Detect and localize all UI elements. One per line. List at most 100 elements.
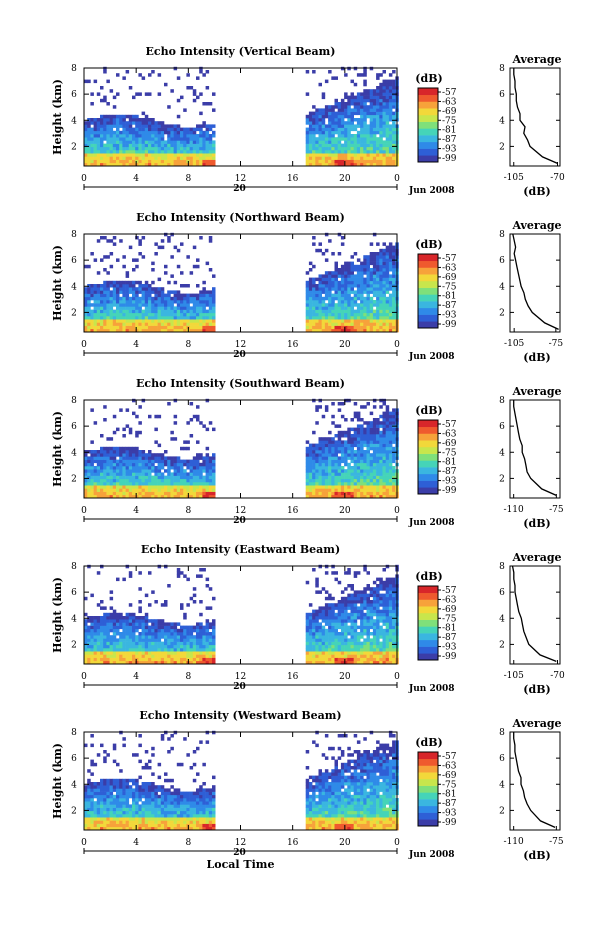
- heatmap-cell: [199, 153, 203, 157]
- y-tick-label: 8: [71, 396, 77, 406]
- heatmap-cell: [125, 660, 130, 665]
- heatmap-cell: [385, 456, 390, 460]
- heatmap-cell: [151, 306, 155, 310]
- heatmap-cell: [331, 134, 335, 138]
- heatmap-cell: [151, 459, 155, 464]
- heatmap-cell: [324, 453, 329, 457]
- heatmap-cell: [205, 478, 210, 483]
- heatmap-cell: [308, 316, 313, 320]
- heatmap-cell: [212, 140, 216, 144]
- heatmap-cell: [128, 284, 133, 288]
- heatmap-cell: [392, 140, 396, 144]
- heatmap-cell: [93, 619, 98, 623]
- heatmap-cell: [87, 130, 91, 135]
- heatmap-cell: [176, 641, 181, 646]
- heatmap-cell: [212, 124, 216, 128]
- heatmap-cell: [321, 137, 326, 141]
- heatmap-cell: [379, 316, 383, 320]
- heatmap-cell: [356, 95, 361, 100]
- heatmap-cell: [385, 418, 390, 422]
- heatmap-cell: [183, 284, 187, 288]
- heatmap-cell: [208, 456, 213, 460]
- heatmap-cell: [205, 86, 210, 90]
- heatmap-cell: [157, 293, 162, 298]
- heatmap-cell: [212, 619, 216, 623]
- heatmap-cell: [148, 73, 152, 77]
- heatmap-cell: [154, 309, 158, 314]
- heatmap-cell: [328, 593, 332, 598]
- heatmap-cell: [347, 162, 351, 167]
- heatmap-cell: [87, 625, 91, 630]
- heatmap-cell: [337, 325, 342, 330]
- heatmap-cell: [360, 290, 364, 294]
- heatmap-cell: [318, 405, 322, 409]
- heatmap-cell: [344, 475, 348, 480]
- heatmap-cell: [125, 293, 130, 298]
- heatmap-cell: [347, 287, 351, 291]
- heatmap-cell: [385, 485, 390, 489]
- heatmap-cell: [363, 271, 367, 275]
- heatmap-cell: [109, 494, 114, 499]
- heatmap-cell: [308, 443, 313, 448]
- heatmap-cell: [87, 300, 91, 304]
- heatmap-cell: [356, 130, 361, 135]
- heatmap-cell: [183, 325, 187, 330]
- heatmap-cell: [388, 328, 393, 333]
- heatmap-cell: [93, 638, 98, 642]
- heatmap-cell: [328, 443, 332, 448]
- heatmap-cell: [157, 472, 162, 476]
- heatmap-cell: [160, 316, 165, 320]
- heatmap-cell: [344, 303, 348, 307]
- heatmap-cell: [128, 482, 133, 486]
- heatmap-cell: [360, 105, 364, 109]
- heatmap-cell: [116, 472, 120, 476]
- heatmap-cell: [90, 290, 94, 294]
- heatmap-cell: [334, 98, 338, 103]
- heatmap-cell: [369, 478, 374, 483]
- heatmap-cell: [103, 475, 107, 480]
- heatmap-cell: [148, 475, 152, 480]
- heatmap-cell: [321, 644, 326, 649]
- heatmap-cell: [385, 118, 390, 122]
- heatmap-cell: [385, 453, 390, 457]
- heatmap-cell: [379, 485, 383, 489]
- heatmap-cell: [103, 159, 107, 164]
- heatmap-cell: [305, 654, 310, 658]
- heatmap-cell: [160, 644, 165, 649]
- heatmap-cell: [100, 137, 104, 141]
- heatmap-cell: [202, 462, 206, 467]
- heatmap-cell: [372, 153, 377, 157]
- heatmap-cell: [154, 632, 158, 636]
- heatmap-cell: [138, 280, 142, 285]
- heatmap-cell: [369, 316, 374, 320]
- heatmap-cell: [119, 485, 123, 489]
- heatmap-cell: [328, 150, 332, 154]
- heatmap-cell: [376, 446, 380, 451]
- heatmap-cell: [331, 328, 335, 333]
- heatmap-cell: [356, 494, 361, 499]
- heatmap-cell: [164, 660, 168, 665]
- heatmap-cell: [363, 111, 367, 116]
- heatmap-cell: [369, 146, 374, 151]
- heatmap-cell: [315, 462, 319, 467]
- heatmap-cell: [141, 137, 146, 141]
- heatmap-cell: [347, 488, 351, 492]
- heatmap-cell: [379, 430, 383, 435]
- heatmap-cell: [353, 280, 358, 285]
- heatmap-cell: [308, 657, 313, 662]
- heatmap-cell: [376, 268, 380, 272]
- heatmap-cell: [116, 309, 120, 314]
- heatmap-cell: [170, 625, 174, 630]
- heatmap-cell: [173, 130, 178, 135]
- heatmap-cell: [379, 424, 383, 428]
- heatmap-cell: [103, 660, 107, 665]
- heatmap-cell: [116, 118, 120, 122]
- heatmap-cell: [106, 102, 110, 106]
- heatmap-cell: [109, 114, 114, 119]
- heatmap-cell: [164, 625, 168, 630]
- heatmap-cell: [308, 494, 313, 499]
- heatmap-cell: [183, 462, 187, 467]
- heatmap-cell: [106, 491, 110, 496]
- heatmap-cell: [334, 482, 338, 486]
- heatmap-cell: [305, 446, 310, 451]
